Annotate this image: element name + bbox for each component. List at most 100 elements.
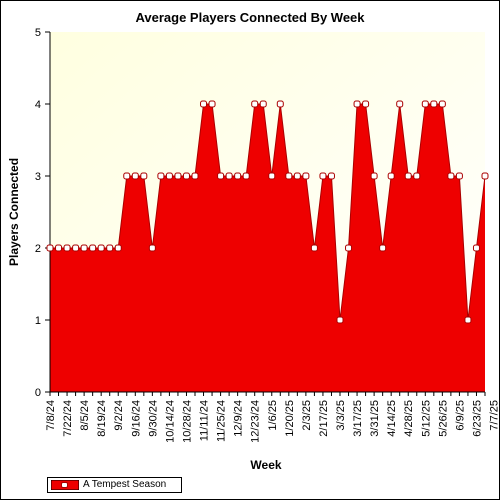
data-point	[55, 244, 63, 252]
data-point	[327, 172, 335, 180]
x-tick-label: 9/30/24	[147, 400, 159, 437]
x-tick-label: 3/31/25	[369, 400, 381, 437]
data-point	[63, 244, 71, 252]
x-tick-label: 5/26/25	[437, 400, 449, 437]
x-axis-label: Week	[250, 458, 281, 472]
x-tick-label: 4/28/25	[403, 400, 415, 437]
y-axis-label: Players Connected	[7, 158, 21, 266]
data-point	[370, 172, 378, 180]
data-point	[89, 244, 97, 252]
data-point	[464, 316, 472, 324]
data-point	[106, 244, 114, 252]
data-point	[217, 172, 225, 180]
y-tick-label: 1	[35, 315, 41, 327]
data-point	[387, 172, 395, 180]
x-tick-label: 3/17/25	[352, 400, 364, 437]
data-point	[293, 172, 301, 180]
data-point	[447, 172, 455, 180]
y-tick-label: 3	[35, 171, 41, 183]
x-tick-label: 7/22/24	[62, 400, 74, 437]
series-area-group	[50, 103, 486, 392]
data-point	[285, 172, 293, 180]
x-tick-label: 2/3/25	[301, 400, 313, 431]
x-tick-label: 11/25/24	[216, 400, 228, 442]
x-tick-label: 12/9/24	[233, 400, 245, 437]
legend-swatch	[51, 480, 79, 490]
data-point	[319, 172, 327, 180]
data-point	[251, 100, 259, 108]
data-point	[114, 244, 122, 252]
x-tick-label: 7/8/24	[45, 400, 57, 431]
series-line	[50, 103, 486, 321]
x-tick-label: 10/14/24	[164, 400, 176, 443]
data-point	[148, 244, 156, 252]
x-tick-label: 8/5/24	[79, 400, 91, 431]
data-point	[234, 172, 242, 180]
x-tick-label: 7/7/25	[489, 400, 500, 431]
y-tick-label: 0	[35, 387, 41, 399]
y-ticks-group: 0 1 2 3 4 5	[35, 27, 50, 399]
data-point	[421, 100, 429, 108]
x-tick-label: 5/12/25	[420, 400, 432, 437]
data-point	[438, 100, 446, 108]
data-point	[131, 172, 139, 180]
data-point	[404, 172, 412, 180]
x-tick-label: 6/9/25	[454, 400, 466, 431]
data-point	[225, 172, 233, 180]
data-point	[140, 172, 148, 180]
data-point	[345, 244, 353, 252]
x-tick-label: 9/2/24	[113, 400, 125, 431]
x-ticks-group: 7/8/24 7/22/24 8/5/24 8/19/24 9/2/24 9/16/24 9…	[45, 392, 500, 443]
x-tick-label: 10/28/24	[181, 400, 193, 443]
legend: A Tempest Season	[47, 477, 182, 493]
data-point	[310, 244, 318, 252]
data-point	[242, 172, 250, 180]
x-tick-label: 9/16/24	[130, 400, 142, 437]
data-point	[191, 172, 199, 180]
data-point	[165, 172, 173, 180]
chart-title: Average Players Connected By Week	[135, 10, 365, 25]
x-tick-label: 3/3/25	[335, 400, 347, 431]
legend-series-label: A Tempest Season	[83, 479, 167, 490]
x-tick-label: 11/11/24	[199, 400, 211, 441]
x-tick-label: 1/20/25	[284, 400, 296, 437]
data-point	[430, 100, 438, 108]
data-point	[72, 244, 80, 252]
data-point	[362, 100, 370, 108]
data-point	[336, 316, 344, 324]
x-tick-label: 1/6/25	[267, 400, 279, 431]
data-point	[353, 100, 361, 108]
data-point	[200, 100, 208, 108]
legend-swatch-marker	[61, 482, 68, 488]
y-tick-label: 4	[35, 99, 41, 111]
x-tick-label: 12/23/24	[250, 400, 262, 443]
y-tick-label: 2	[35, 243, 41, 255]
data-point	[268, 172, 276, 180]
data-point	[123, 172, 131, 180]
data-point	[481, 172, 489, 180]
data-point	[174, 172, 182, 180]
data-point	[157, 172, 165, 180]
data-point	[379, 244, 387, 252]
data-point	[455, 172, 463, 180]
series-points-group	[46, 100, 489, 324]
data-point	[472, 244, 480, 252]
axes-group	[49, 32, 485, 393]
data-point	[413, 172, 421, 180]
data-point	[97, 244, 105, 252]
series-area-fill	[50, 104, 485, 392]
data-point	[396, 100, 404, 108]
data-point	[80, 244, 88, 252]
x-tick-label: 6/23/25	[471, 400, 483, 437]
x-tick-label: 8/19/24	[96, 400, 108, 437]
data-point	[302, 172, 310, 180]
x-tick-label: 2/17/25	[318, 400, 330, 437]
data-point	[208, 100, 216, 108]
data-point	[182, 172, 190, 180]
data-point	[46, 244, 54, 252]
x-tick-label: 4/14/25	[386, 400, 398, 437]
data-point	[276, 100, 284, 108]
y-tick-label: 5	[35, 27, 41, 39]
data-point	[259, 100, 267, 108]
